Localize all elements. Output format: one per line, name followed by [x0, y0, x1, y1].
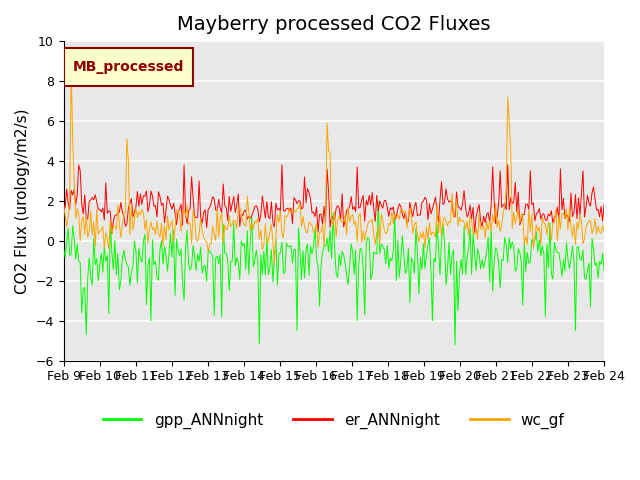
wc_gf	[222, 227, 230, 232]
Line: wc_gf: wc_gf	[63, 65, 604, 264]
er_ANNnight	[299, 205, 307, 211]
gpp_ANNnight	[296, 249, 304, 254]
er_ANNnight	[600, 202, 608, 207]
Line: gpp_ANNnight: gpp_ANNnight	[63, 201, 604, 345]
gpp_ANNnight	[60, 246, 67, 252]
wc_gf	[60, 202, 67, 208]
er_ANNnight	[242, 207, 250, 213]
wc_gf	[299, 214, 307, 219]
wc_gf	[241, 222, 248, 228]
wc_gf	[600, 229, 608, 235]
er_ANNnight	[251, 204, 259, 209]
er_ANNnight	[129, 214, 137, 220]
wc_gf	[127, 203, 135, 208]
wc_gf	[250, 226, 257, 232]
er_ANNnight	[224, 217, 232, 223]
wc_gf	[67, 62, 75, 68]
Line: er_ANNnight: er_ANNnight	[63, 165, 604, 234]
wc_gf	[573, 219, 581, 225]
Title: Mayberry processed CO2 Fluxes: Mayberry processed CO2 Fluxes	[177, 15, 491, 34]
gpp_ANNnight	[573, 244, 581, 250]
wc_gf	[271, 262, 278, 267]
er_ANNnight	[108, 231, 116, 237]
Legend: gpp_ANNnight, er_ANNnight, wc_gf: gpp_ANNnight, er_ANNnight, wc_gf	[97, 407, 571, 435]
gpp_ANNnight	[126, 283, 134, 288]
gpp_ANNnight	[239, 243, 246, 249]
gpp_ANNnight	[600, 267, 608, 273]
Text: MB_processed: MB_processed	[73, 60, 184, 73]
er_ANNnight	[75, 162, 83, 168]
gpp_ANNnight	[221, 250, 228, 256]
gpp_ANNnight	[248, 213, 255, 219]
er_ANNnight	[573, 216, 581, 221]
gpp_ANNnight	[374, 198, 382, 204]
FancyBboxPatch shape	[63, 48, 193, 86]
gpp_ANNnight	[451, 342, 459, 348]
er_ANNnight	[60, 202, 67, 208]
Y-axis label: CO2 Flux (urology/m2/s): CO2 Flux (urology/m2/s)	[15, 108, 30, 294]
